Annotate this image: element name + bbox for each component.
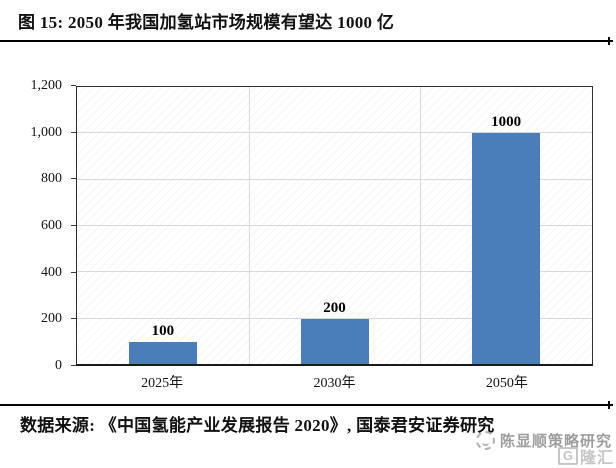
- y-axis-ticks: [71, 85, 76, 366]
- data-source-note: 数据来源: 《中国氢能产业发展报告 2020》, 国泰君安证券研究: [20, 416, 495, 435]
- seal-icon: [475, 431, 495, 450]
- bar-data-label: 200: [323, 299, 346, 316]
- y-tick-mark: [71, 225, 76, 226]
- title-divider: [0, 37, 613, 45]
- bar-slot: 100: [77, 87, 249, 365]
- gridline-horizontal: [77, 132, 592, 134]
- x-category-label: 2030年: [313, 376, 356, 391]
- watermark-account-name: 陈显顺策略研究: [499, 433, 612, 450]
- gridline-horizontal: [77, 271, 592, 273]
- x-axis: 2025年 2030年 2050年: [76, 372, 593, 392]
- figure-title: 图 15: 2050 年我国加氢站市场规模有望达 1000 亿: [18, 13, 395, 32]
- bar-data-label: 1000: [491, 114, 522, 131]
- y-tick-mark: [71, 365, 76, 366]
- divider-end-tick: [608, 37, 610, 45]
- y-tick-mark: [71, 178, 76, 180]
- watermark: 陈显顺策略研究: [475, 430, 612, 451]
- gelonghui-logo: G 隆汇: [557, 444, 614, 468]
- y-tick-label: 0: [55, 358, 62, 373]
- gridline-vertical: [420, 87, 422, 365]
- bar-slot: 200: [249, 87, 421, 365]
- y-tick-label: 1,200: [30, 78, 63, 93]
- gridline-horizontal: [77, 178, 592, 180]
- bar: [128, 341, 197, 365]
- y-tick-label: 1,000: [30, 124, 63, 140]
- bar: [472, 133, 541, 365]
- y-tick-label: 200: [41, 311, 62, 327]
- x-axis-line: [76, 364, 593, 366]
- x-category-label: 2025年: [141, 376, 184, 391]
- y-tick-mark: [71, 131, 76, 133]
- y-tick-mark: [71, 318, 76, 320]
- y-tick-mark: [71, 85, 76, 86]
- gridline-vertical: [248, 87, 250, 365]
- y-tick-label: 400: [41, 264, 62, 280]
- x-category-label: 2050年: [485, 376, 528, 391]
- gridline-horizontal: [77, 317, 592, 319]
- y-tick-mark: [71, 271, 76, 273]
- y-tick-label: 800: [41, 171, 62, 187]
- bar-data-label: 100: [151, 322, 175, 339]
- bars-layer: 100 200 1000: [77, 87, 592, 365]
- bar-slot: 1000: [420, 87, 592, 365]
- plot-area: 100 200 1000: [76, 86, 593, 366]
- gelonghui-logo-text: 隆汇: [579, 450, 614, 467]
- gelonghui-g-icon: G: [557, 447, 578, 465]
- footer-divider-end-tick: [608, 401, 610, 409]
- footer-divider: [0, 401, 613, 409]
- y-axis: 0 200 400 600 800 1,000 1,200: [0, 79, 63, 373]
- bar: [300, 318, 369, 365]
- gridline-horizontal: [77, 225, 592, 226]
- y-tick-label: 600: [41, 218, 62, 233]
